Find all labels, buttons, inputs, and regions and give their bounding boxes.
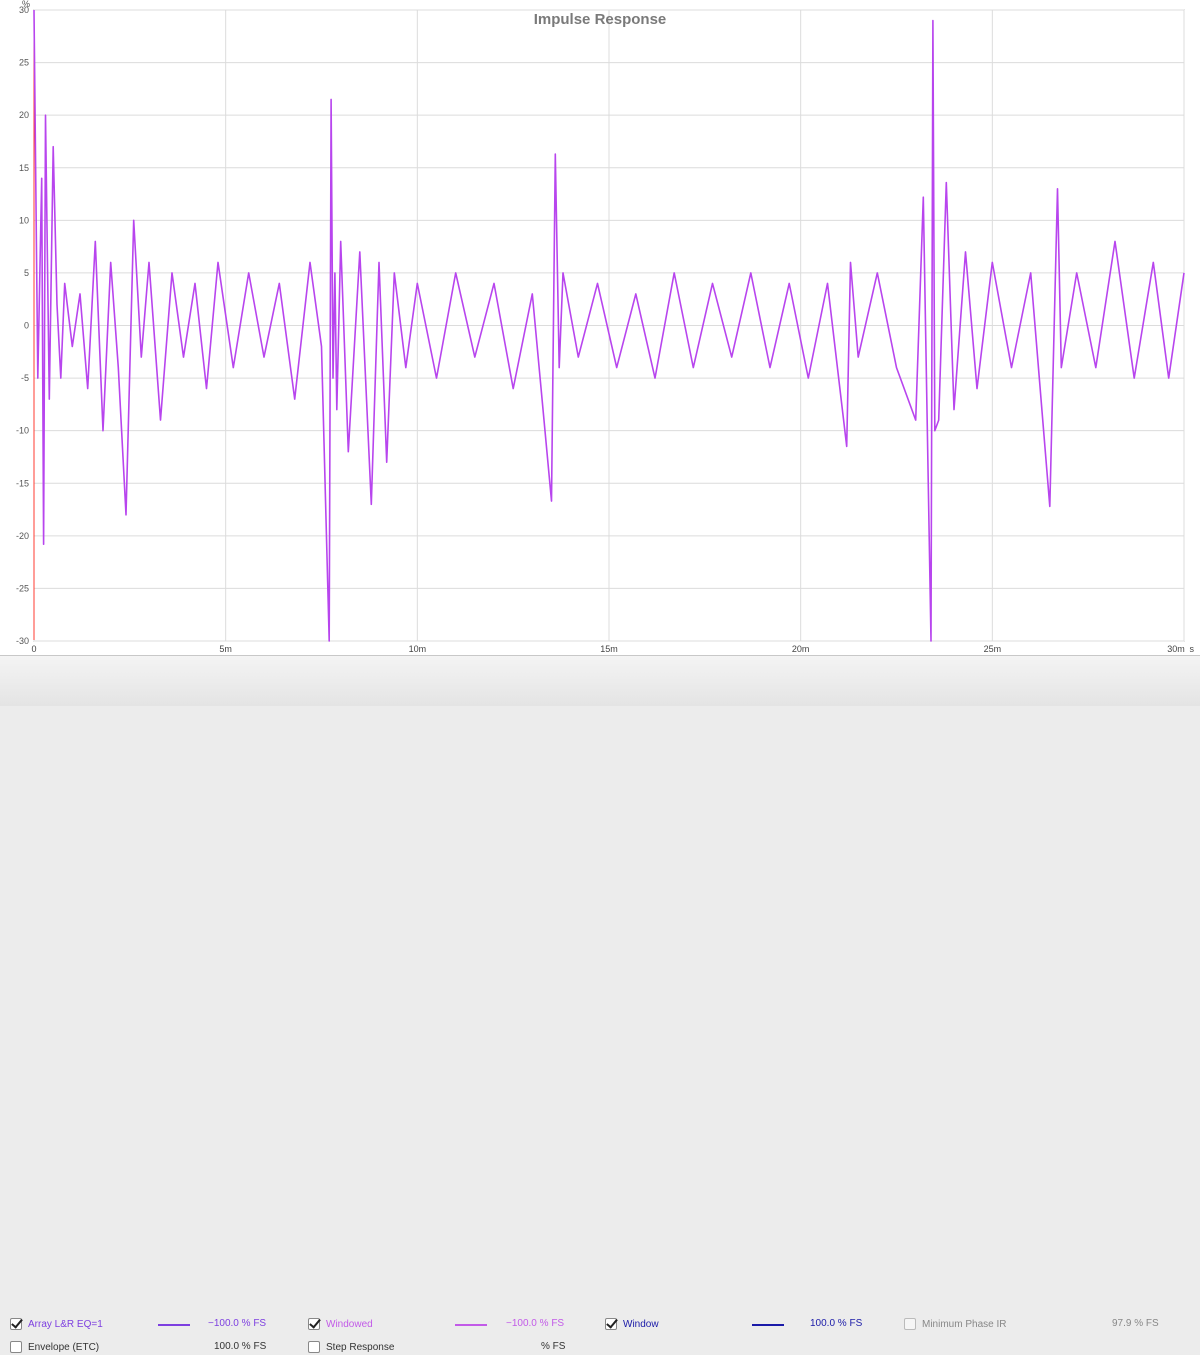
- y-tick-label: 20: [19, 110, 29, 120]
- array-checkbox[interactable]: [10, 1318, 22, 1330]
- window-label: Window: [623, 1318, 659, 1330]
- envelope-value: 100.0 % FS: [214, 1341, 267, 1352]
- envelope-label: Envelope (ETC): [28, 1341, 100, 1353]
- window-swatch: [752, 1324, 784, 1326]
- min-phase-label: Minimum Phase IR: [922, 1318, 1007, 1330]
- x-tick-label: 10m: [409, 644, 427, 654]
- windowed-checkbox[interactable]: [308, 1318, 320, 1330]
- legend-item-step[interactable]: Step Response: [308, 1339, 394, 1355]
- y-tick-label: 10: [19, 215, 29, 225]
- step-value: % FS: [541, 1341, 566, 1352]
- windowed-label: Windowed: [326, 1318, 373, 1330]
- y-tick-label: -15: [16, 478, 29, 488]
- series-layer: [33, 9, 1185, 642]
- legend-item-min-phase[interactable]: Minimum Phase IR: [904, 1316, 1006, 1332]
- x-axis-ticks: 0 5m 10m 15m 20m 25m 30m s: [31, 644, 1194, 654]
- min-phase-value: 97.9 % FS: [1112, 1318, 1159, 1329]
- x-tick-label: 0: [31, 644, 36, 654]
- series-line-windowed: [33, 9, 1185, 642]
- x-tick-label: 5m: [219, 644, 232, 654]
- array-label: Array L&R EQ=1: [28, 1318, 103, 1330]
- legend-item-windowed[interactable]: Windowed: [308, 1316, 373, 1332]
- x-axis-unit: s: [1190, 644, 1195, 654]
- envelope-checkbox[interactable]: [10, 1341, 22, 1353]
- y-tick-label: -5: [21, 373, 29, 383]
- chart-title: Impulse Response: [534, 11, 667, 28]
- x-tick-label: 15m: [600, 644, 618, 654]
- y-tick-label: -25: [16, 583, 29, 593]
- window-checkbox[interactable]: [605, 1318, 617, 1330]
- y-axis-label: %: [22, 0, 30, 9]
- y-tick-label: 30: [19, 5, 29, 15]
- y-tick-label: 25: [19, 58, 29, 68]
- impulse-response-chart[interactable]: 30 25 20 15 10 5 0 -5 -10 -15 -20 -25 -30 0 5m 10m 15m 2…: [0, 0, 1200, 655]
- legend-item-array[interactable]: Array L&R EQ=1: [10, 1316, 103, 1332]
- legend-panel: Array L&R EQ=1 −100.0 % FS Windowed −100…: [0, 655, 1200, 1353]
- array-value: −100.0 % FS: [208, 1318, 267, 1329]
- step-label: Step Response: [326, 1341, 395, 1353]
- x-tick-label: 20m: [792, 644, 810, 654]
- plot-area[interactable]: 30 25 20 15 10 5 0 -5 -10 -15 -20 -25 -30 0 5m 10m 15m 2…: [0, 0, 1200, 655]
- window-value: 100.0 % FS: [810, 1318, 863, 1329]
- y-tick-label: 5: [24, 268, 29, 278]
- x-tick-label: 25m: [984, 644, 1002, 654]
- grid: [33, 9, 1185, 642]
- y-tick-label: 15: [19, 163, 29, 173]
- y-tick-label: 0: [24, 321, 29, 331]
- legend-item-envelope[interactable]: Envelope (ETC): [10, 1339, 99, 1355]
- min-phase-checkbox[interactable]: [904, 1318, 916, 1330]
- y-tick-label: -20: [16, 531, 29, 541]
- legend-item-window[interactable]: Window: [605, 1316, 659, 1332]
- windowed-value: −100.0 % FS: [506, 1318, 565, 1329]
- y-tick-label: -30: [16, 636, 29, 646]
- windowed-swatch: [455, 1324, 487, 1326]
- y-tick-label: -10: [16, 426, 29, 436]
- array-swatch: [158, 1324, 190, 1326]
- y-axis-ticks: 30 25 20 15 10 5 0 -5 -10 -15 -20 -25 -30: [16, 5, 29, 646]
- x-tick-label: 30m: [1167, 644, 1185, 654]
- step-checkbox[interactable]: [308, 1341, 320, 1353]
